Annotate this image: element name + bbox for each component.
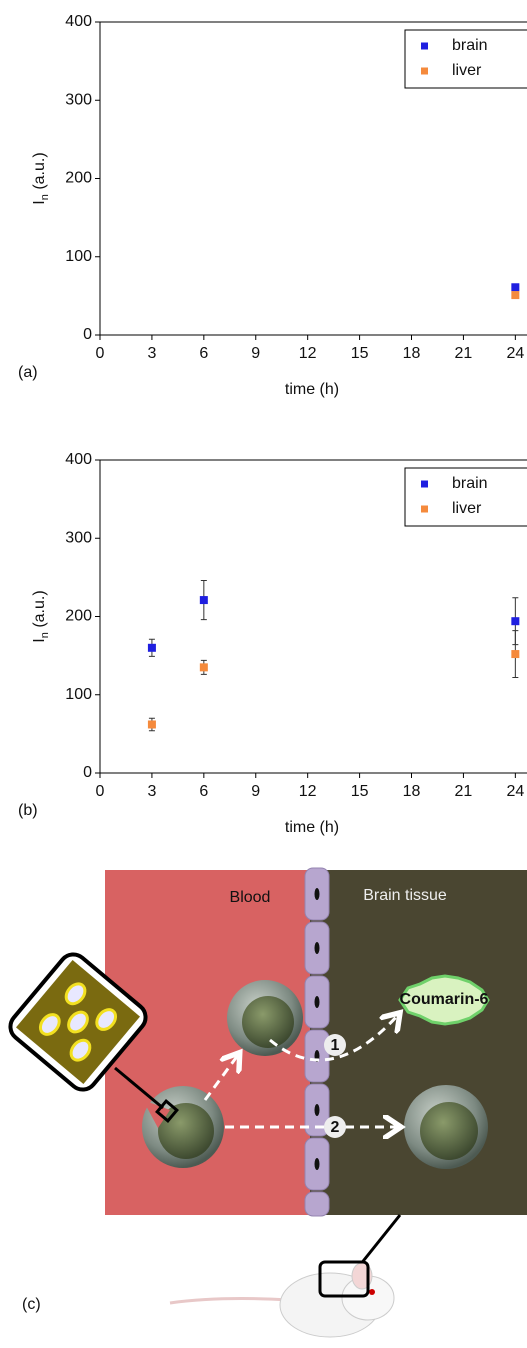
x-tick-label: 21 (455, 783, 473, 800)
legend-label: brain (452, 37, 488, 54)
arrows (203, 1015, 398, 1127)
x-tick-label: 12 (299, 345, 317, 362)
x-tick-label: 9 (251, 345, 260, 362)
y-tick-label: 0 (83, 764, 92, 781)
panel-label: (a) (18, 364, 38, 381)
point (147, 643, 156, 652)
x-tick-label: 0 (96, 783, 105, 800)
legend-label: brain (452, 475, 488, 492)
x-tick-label: 24 (506, 783, 524, 800)
mouse (169, 1262, 395, 1338)
legend-label: liver (452, 500, 482, 517)
brain-label: Brain tissue (363, 887, 447, 904)
y-label-main: I (31, 638, 48, 642)
x-tick-label: 3 (147, 783, 156, 800)
x-tick-label: 0 (96, 345, 105, 362)
dye-label: Coumarin-6 (400, 991, 489, 1008)
panel-label: (b) (18, 802, 38, 819)
legend-swatch (421, 67, 428, 75)
x-tick-label: 6 (199, 345, 208, 362)
y-tick-label: 200 (65, 170, 92, 187)
panel-label: (c) (22, 1296, 41, 1313)
y-tick-label: 100 (65, 248, 92, 265)
y-tick-label: 400 (65, 451, 92, 468)
x-tick-label: 12 (299, 783, 317, 800)
chart: 0 100 200 300 400 0 3 6 9 12 15 18 21 24 time (h) (b) In… (18, 451, 527, 836)
point (511, 617, 520, 626)
x-tick-label: 24 (506, 345, 524, 362)
point (199, 663, 208, 672)
y-label-rest: (a.u.) (31, 152, 48, 194)
x-tick-label: 18 (403, 345, 421, 362)
point (511, 283, 520, 292)
legend-box (404, 467, 527, 527)
dye-burst (398, 974, 490, 1026)
x-tick-label: 9 (251, 783, 260, 800)
x-tick-label: 21 (455, 345, 473, 362)
y-label-rest: (a.u.) (31, 590, 48, 632)
route-label: 2 (331, 1119, 340, 1136)
legend-swatch (421, 42, 428, 50)
chart: 0 100 200 300 400 0 3 6 9 12 15 18 21 24 time (h) (a) In… (18, 13, 527, 398)
x-tick-label: 6 (199, 783, 208, 800)
point (511, 291, 520, 300)
route-label: 1 (331, 1037, 340, 1054)
x-tick-label: 3 (147, 345, 156, 362)
x-tick-label: 15 (351, 345, 369, 362)
y-tick-label: 300 (65, 91, 92, 108)
x-tick-label: 15 (351, 783, 369, 800)
point (511, 650, 520, 659)
y-tick-label: 100 (65, 686, 92, 703)
blood-label: Blood (230, 889, 271, 906)
y-tick-label: 400 (65, 13, 92, 30)
legend-label: liver (452, 62, 482, 79)
y-tick-label: 200 (65, 608, 92, 625)
x-axis-label: time (h) (285, 381, 339, 398)
point (199, 596, 208, 605)
y-axis-label: In (a.u.) (31, 590, 51, 642)
pore-inset (8, 952, 148, 1092)
y-label-sub: n (39, 194, 51, 200)
y-label-main: I (31, 200, 48, 204)
point (147, 720, 156, 729)
diagram: Blood Brain tissue Coumarin-6 1 2 (c) (8, 867, 527, 1338)
legend-swatch (421, 505, 428, 513)
x-tick-label: 18 (403, 783, 421, 800)
y-tick-label: 0 (83, 326, 92, 343)
x-axis-label: time (h) (285, 819, 339, 836)
y-label-sub: n (39, 632, 51, 638)
y-axis-label: In (a.u.) (31, 152, 51, 204)
y-tick-label: 300 (65, 529, 92, 546)
legend-box (404, 29, 527, 89)
legend-swatch (421, 480, 428, 488)
